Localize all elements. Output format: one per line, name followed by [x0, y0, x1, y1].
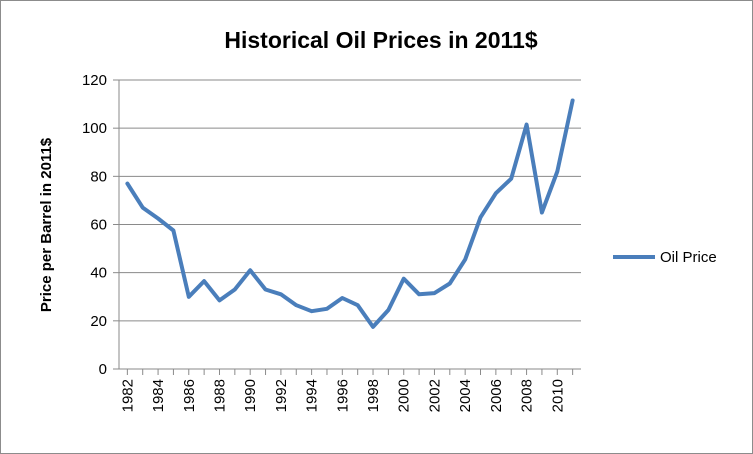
x-tick-label-2008: 2008: [519, 379, 536, 412]
x-tick-label-2002: 2002: [426, 379, 443, 412]
series-line-oil-price: [125, 98, 575, 329]
chart-title: Historical Oil Prices in 2011$: [224, 27, 537, 53]
legend-label-oil-price: Oil Price: [660, 249, 717, 266]
y-tick-label-20: 20: [90, 313, 107, 330]
x-tick-label-2000: 2000: [396, 379, 413, 412]
tick-labels: 0 20 40 60 80 100 120 1982 1984 1986 1988 1990 1992 1…: [82, 72, 566, 412]
x-tick-label-1998: 1998: [365, 379, 382, 412]
y-tick-label-60: 60: [90, 217, 107, 234]
legend: Oil Price: [613, 249, 717, 266]
x-tick-label-1982: 1982: [119, 379, 136, 412]
x-tick-label-1984: 1984: [150, 379, 167, 412]
x-tick-label-2010: 2010: [549, 379, 566, 412]
y-tick-label-40: 40: [90, 265, 107, 282]
x-tick-label-1994: 1994: [304, 379, 321, 412]
axes: [113, 79, 581, 375]
x-tick-label-2004: 2004: [457, 379, 474, 412]
x-tick-label-1992: 1992: [273, 379, 290, 412]
series-lines: [125, 98, 575, 329]
y-tick-label-80: 80: [90, 168, 107, 185]
x-tick-label-1990: 1990: [242, 379, 259, 412]
x-tick-label-2006: 2006: [488, 379, 505, 412]
gridlines: [119, 79, 581, 322]
x-tick-label-1988: 1988: [211, 379, 228, 412]
x-tick-label-1986: 1986: [181, 379, 198, 412]
x-tick-label-1996: 1996: [334, 379, 351, 412]
y-tick-label-120: 120: [82, 72, 107, 89]
y-tick-label-100: 100: [82, 120, 107, 137]
y-axis-label: Price per Barrel in 2011$: [38, 137, 55, 312]
y-tick-label-0: 0: [99, 361, 107, 378]
